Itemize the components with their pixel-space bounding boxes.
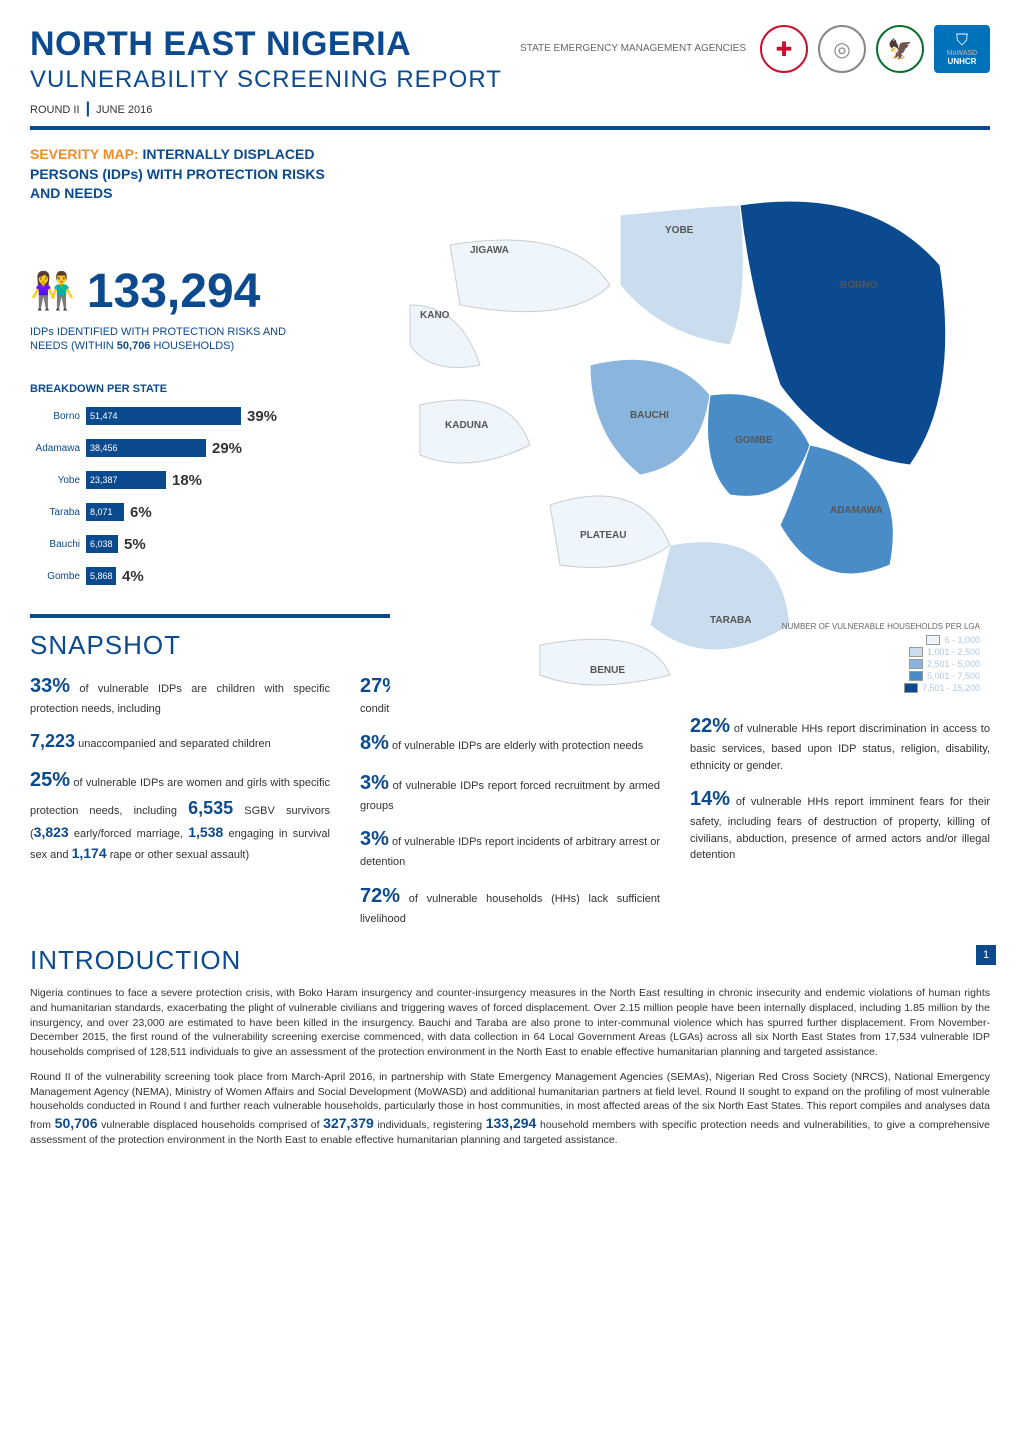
snapshot-item: 3% of vulnerable IDPs report forced recr… [360,768,660,815]
state-bar: 38,456 [86,439,206,457]
choropleth-map: JIGAWA KANO KADUNA YOBE BORNO BAUCHI GOM… [390,145,990,715]
snapshot-item: 14% of vulnerable HHs report imminent fe… [690,784,990,864]
logo-strip: STATE EMERGENCY MANAGEMENT AGENCIES ✚ ◎ … [520,25,990,73]
snapshot-item: 72% of vulnerable households (HHs) lack … [360,881,660,928]
legend-swatch [909,671,923,681]
state-bar-row: Yobe 23,387 18% [30,471,310,489]
mowasd-label: MoWASD [934,50,990,57]
state-bar: 8,071 [86,503,124,521]
legend-item: 2,501 - 5,000 [782,659,980,669]
state-pct: 39% [247,408,277,425]
legend-label: 1,001 - 2,500 [927,647,980,657]
legend-swatch [909,659,923,669]
state-pct: 4% [122,568,144,585]
legend-label: 2,501 - 5,000 [927,659,980,669]
map-section: SEVERITY MAP: INTERNALLY DISPLACED PERSO… [30,145,990,618]
map-legend: NUMBER OF VULNERABLE HOUSEHOLDS PER LGA … [782,622,980,695]
map-title-prefix: SEVERITY MAP: [30,146,139,162]
legend-item: 7,501 - 15,200 [782,683,980,693]
header: NORTH EAST NIGERIA VULNERABILITY SCREENI… [30,25,990,130]
state-bar-row: Bauchi 6,038 5% [30,535,310,553]
state-pct: 6% [130,504,152,521]
intro-paragraph-1: Nigeria continues to face a severe prote… [30,986,990,1059]
snapshot-item: 8% of vulnerable IDPs are elderly with p… [360,728,660,758]
divider: | [86,100,90,117]
state-label: Bauchi [30,539,80,550]
snapshot-col-1: 33% of vulnerable IDPs are children with… [30,671,330,937]
severity-map-title: SEVERITY MAP: INTERNALLY DISPLACED PERSO… [30,145,350,204]
legend-title: NUMBER OF VULNERABLE HOUSEHOLDS PER LGA [782,622,980,631]
unhcr-logo: ⛉ MoWASD UNHCR [934,25,990,73]
snapshot-item: 22% of vulnerable HHs report discriminat… [690,711,990,774]
state-bar-row: Borno 51,474 39% [30,407,310,425]
state-bar-row: Gombe 5,868 4% [30,567,310,585]
page-title: NORTH EAST NIGERIA [30,25,520,64]
snapshot-item: 7,223 unaccompanied and separated childr… [30,728,330,755]
round-label: ROUND II [30,104,80,116]
intro-title: INTRODUCTION [30,945,990,976]
state-bar: 23,387 [86,471,166,489]
page-number-badge: 1 [976,945,996,965]
round-line: ROUND II | JUNE 2016 [30,100,520,118]
state-pct: 18% [172,472,202,489]
state-label: Taraba [30,507,80,518]
state-bar-row: Adamawa 38,456 29% [30,439,310,457]
snapshot-item: 25% of vulnerable IDPs are women and gir… [30,765,330,864]
state-bar-chart: Borno 51,474 39% Adamawa 38,456 29% Yobe… [30,407,310,585]
state-bar-row: Taraba 8,071 6% [30,503,310,521]
intro-paragraph-2: Round II of the vulnerability screening … [30,1070,990,1148]
headline-caption: IDPs IDENTIFIED WITH PROTECTION RISKS AN… [30,325,310,354]
legend-item: 6 - 1,000 [782,635,980,645]
state-label: Adamawa [30,443,80,454]
legend-label: 7,501 - 15,200 [922,683,980,693]
legend-item: 1,001 - 2,500 [782,647,980,657]
nigeria-crest-logo: 🦅 [876,25,924,73]
people-icon: 👫 [30,270,75,312]
nema-logo: ◎ [818,25,866,73]
agency-label: STATE EMERGENCY MANAGEMENT AGENCIES [520,43,746,55]
legend-swatch [904,683,918,693]
snapshot-item: 33% of vulnerable IDPs are children with… [30,671,330,718]
state-label: Gombe [30,571,80,582]
state-label: Yobe [30,475,80,486]
round-date: JUNE 2016 [96,104,152,116]
introduction-section: INTRODUCTION 1 Nigeria continues to face… [30,945,990,1148]
legend-item: 5,001 - 7,500 [782,671,980,681]
headline-number: 133,294 [87,264,261,319]
state-pct: 29% [212,440,242,457]
red-cross-logo: ✚ [760,25,808,73]
state-bar: 5,868 [86,567,116,585]
unhcr-label: UNHCR [934,57,990,66]
snapshot-item: 3% of vulnerable IDPs report incidents o… [360,824,660,871]
state-pct: 5% [124,536,146,553]
legend-swatch [926,635,940,645]
state-bar: 6,038 [86,535,118,553]
page-subtitle: VULNERABILITY SCREENING REPORT [30,66,520,94]
legend-label: 6 - 1,000 [944,635,980,645]
legend-swatch [909,647,923,657]
state-label: Borno [30,411,80,422]
legend-label: 5,001 - 7,500 [927,671,980,681]
state-bar: 51,474 [86,407,241,425]
